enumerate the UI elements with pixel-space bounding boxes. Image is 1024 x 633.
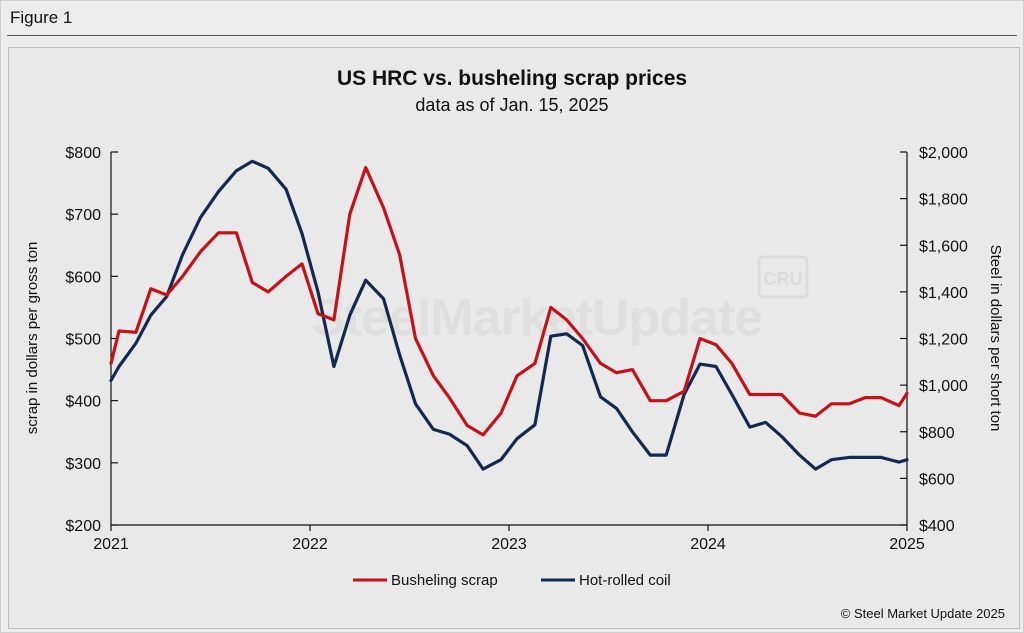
legend-label-hrc: Hot-rolled coil bbox=[579, 572, 671, 589]
x-tick-label: 2023 bbox=[491, 536, 527, 553]
x-tick-label: 2021 bbox=[93, 536, 129, 553]
x-tick-label: 2025 bbox=[889, 536, 925, 553]
right-tick-label: $1,600 bbox=[919, 238, 968, 255]
right-tick-label: $1,200 bbox=[919, 332, 968, 349]
left-tick-label: $200 bbox=[65, 518, 101, 535]
right-tick-label: $1,400 bbox=[919, 285, 968, 302]
copyright-credit: © Steel Market Update 2025 bbox=[841, 606, 1005, 621]
figure-header-rule bbox=[7, 35, 1017, 36]
chart-subtitle: data as of Jan. 15, 2025 bbox=[415, 95, 608, 115]
left-tick-label: $800 bbox=[65, 145, 101, 162]
watermark-badge bbox=[757, 255, 809, 299]
watermark-badge-text: CRU bbox=[764, 269, 803, 289]
x-tick-label: 2024 bbox=[690, 536, 726, 553]
left-tick-label: $500 bbox=[65, 332, 101, 349]
left-tick-label: $600 bbox=[65, 269, 101, 286]
left-axis-ticks: $200 $300 $400 $500 $600 $700 $800 bbox=[65, 145, 118, 535]
left-tick-label: $300 bbox=[65, 456, 101, 473]
left-tick-label: $400 bbox=[65, 394, 101, 411]
series-line-hot-rolled-coil bbox=[109, 159, 909, 471]
watermark-text: SteelMarketUpdate bbox=[311, 289, 762, 347]
legend: Busheling scrap Hot-rolled coil bbox=[353, 572, 671, 589]
legend-label-scrap: Busheling scrap bbox=[391, 572, 498, 589]
chart-title: US HRC vs. busheling scrap prices bbox=[337, 67, 687, 90]
series-line-busheling-scrap bbox=[109, 165, 909, 437]
left-tick-label: $700 bbox=[65, 207, 101, 224]
right-tick-label: $2,000 bbox=[919, 145, 968, 162]
right-tick-label: $800 bbox=[919, 425, 955, 442]
x-tick-label: 2022 bbox=[292, 536, 328, 553]
right-tick-label: $400 bbox=[919, 518, 955, 535]
figure-label: Figure 1 bbox=[10, 8, 73, 27]
right-axis-ticks: $400 $600 $800 $1,000 $1,200 $1,400 $1,600 $1,8… bbox=[900, 145, 968, 535]
right-axis-label: Steel in dollars per short ton bbox=[987, 245, 1004, 432]
series-group bbox=[109, 159, 909, 471]
watermark: SteelMarketUpdate CRU bbox=[311, 255, 809, 347]
chart-panel bbox=[8, 47, 1020, 629]
left-axis-label: scrap in dollars per gross ton bbox=[24, 242, 41, 435]
right-tick-label: $1,000 bbox=[919, 378, 968, 395]
right-tick-label: $1,800 bbox=[919, 192, 968, 209]
right-tick-label: $600 bbox=[919, 471, 955, 488]
x-axis-ticks: 2021 2022 2023 2024 2025 bbox=[93, 525, 925, 553]
